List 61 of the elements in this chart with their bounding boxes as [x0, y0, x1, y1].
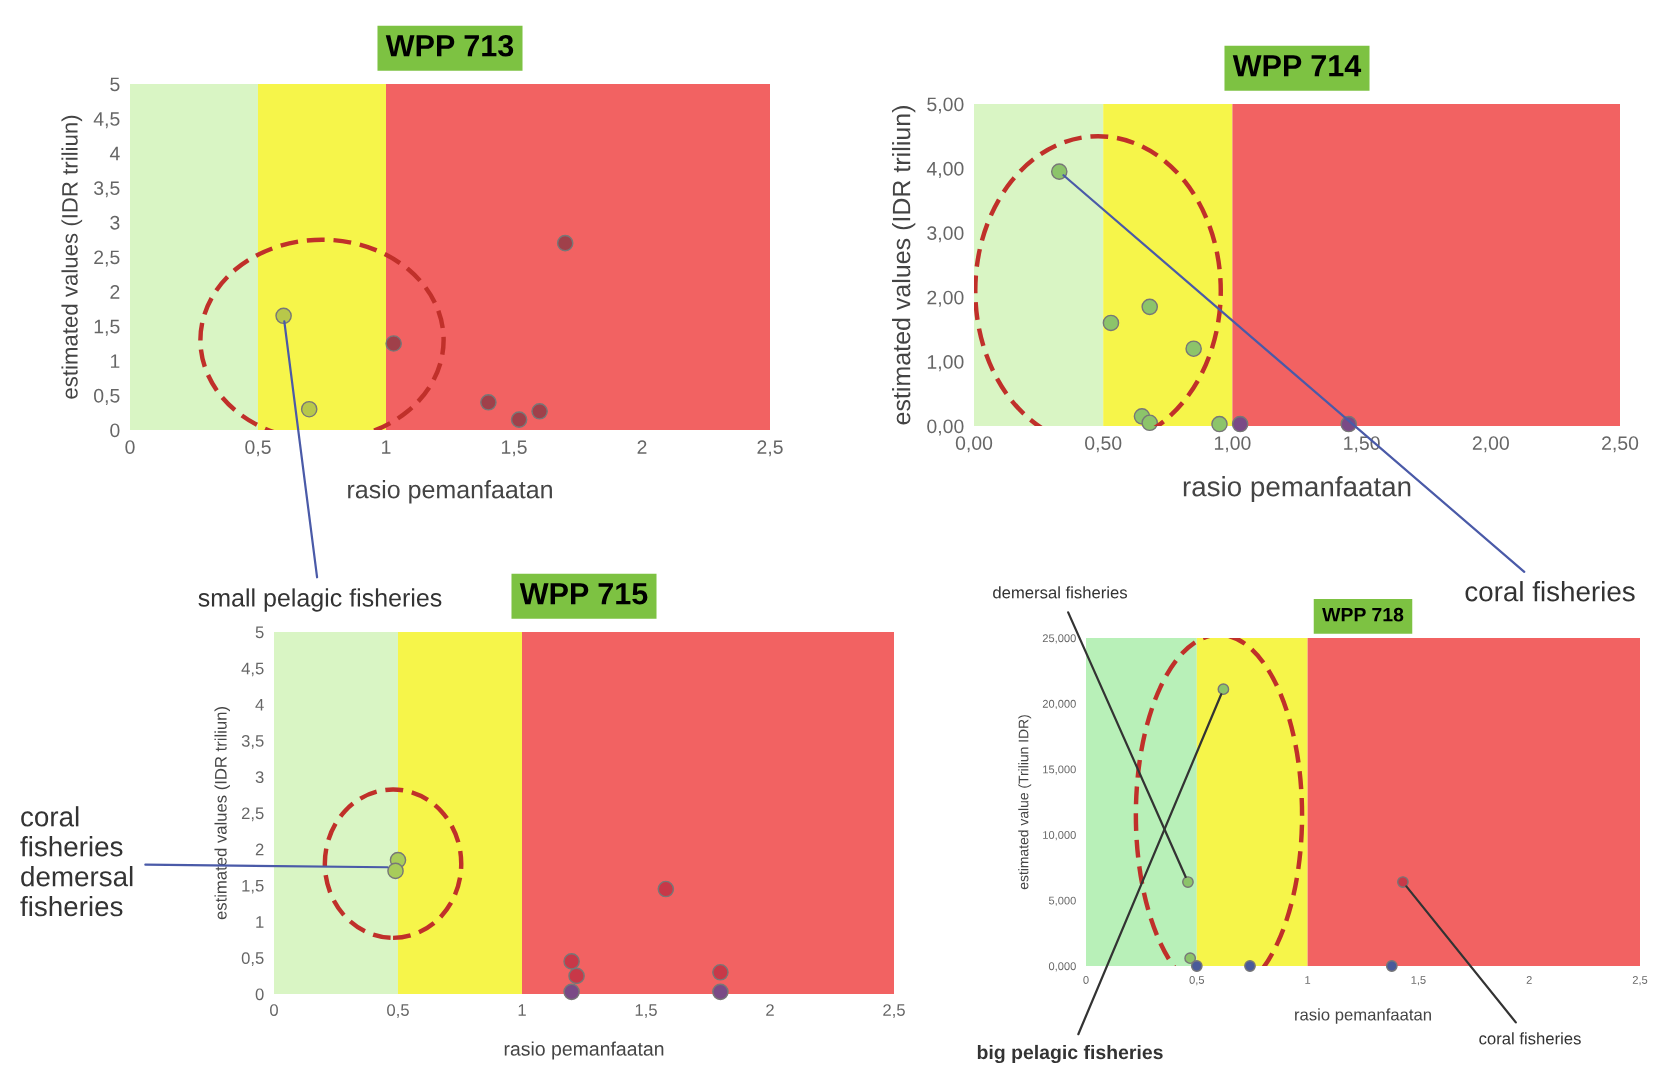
annotation: demersal fisheries	[993, 586, 1128, 599]
x-tick-label: 2,00	[1472, 436, 1509, 453]
x-tick-label: 2,5	[757, 440, 783, 457]
x-axis-title: rasio pemanfaatan	[504, 1041, 664, 1060]
y-tick-label: 5	[110, 77, 120, 92]
y-tick-label: 3,5	[93, 181, 120, 198]
x-tick-label: 1	[382, 440, 391, 454]
y-tick-label: 3,00	[927, 226, 964, 243]
y-tick-label: 0,00	[927, 419, 964, 436]
annotation: coral fisheries	[1479, 1032, 1581, 1045]
y-tick-label: 1	[256, 916, 264, 928]
y-tick-label: 2	[110, 285, 120, 299]
chart-title: WPP 713	[385, 34, 514, 57]
annotation: small pelagic fisheries	[198, 588, 442, 612]
y-tick-label: 2	[255, 843, 264, 856]
y-tick-label: 5	[255, 626, 264, 639]
y-tick-label: 4,5	[241, 662, 264, 677]
x-tick-label: 2	[766, 1004, 774, 1016]
y-tick-label: 4	[109, 146, 120, 161]
x-tick-label: 0,00	[955, 436, 993, 453]
y-tick-label: 1,5	[94, 319, 120, 336]
y-tick-label: 3	[110, 215, 120, 230]
chart-title: WPP 718	[1322, 607, 1404, 622]
y-tick-label: 0,5	[94, 388, 120, 405]
y-tick-label: 1	[110, 354, 120, 368]
y-tick-label: 0	[110, 423, 120, 438]
annotation: big pelagic fisheries	[977, 1044, 1163, 1064]
y-axis-title: estimated values (IDR triliun)	[214, 707, 230, 920]
y-tick-label: 2,00	[927, 290, 964, 307]
x-axis-title: rasio pemanfaatan	[1183, 476, 1411, 502]
y-tick-label: 2,5	[94, 250, 120, 267]
y-tick-label: 3,5	[241, 735, 264, 749]
y-tick-label: 2,5	[241, 807, 264, 822]
y-tick-label: 0	[255, 988, 264, 1001]
x-axis-title: rasio pemanfaatan	[1295, 1008, 1431, 1024]
chart-title: WPP 714	[1232, 55, 1362, 77]
x-tick-label: 2,5	[883, 1004, 905, 1018]
x-tick-label: 0	[270, 1004, 278, 1016]
x-tick-label: 0	[125, 440, 135, 454]
y-tick-label: 1,5	[242, 879, 264, 894]
y-tick-label: 4,5	[93, 112, 120, 129]
y-axis-title: estimated values (IDR triliun)	[892, 106, 916, 425]
x-tick-label: 1,5	[635, 1004, 657, 1018]
chart-title: WPP 715	[519, 583, 648, 605]
y-tick-label: 3	[255, 771, 264, 783]
y-tick-label: 5,00	[927, 97, 964, 114]
annotation: coral fisheries	[1465, 581, 1635, 602]
x-tick-label: 1,00	[1214, 436, 1251, 453]
x-axis-title: rasio pemanfaatan	[348, 480, 552, 504]
y-tick-label: 1,00	[927, 355, 964, 372]
x-tick-label: 1	[518, 1004, 526, 1016]
y-tick-label: 0,5	[241, 952, 264, 966]
x-tick-label: 2,50	[1602, 436, 1639, 453]
x-tick-label: 1,5	[501, 440, 527, 457]
y-tick-label: 4	[255, 698, 264, 711]
y-tick-label: 4,00	[926, 161, 964, 178]
y-axis-title: estimated values (IDR triliun)	[61, 115, 83, 399]
x-tick-label: 0,5	[387, 1004, 409, 1018]
x-tick-label: 0,50	[1085, 436, 1122, 453]
x-tick-label: 2	[637, 440, 647, 454]
annotation: coral fisheries demersal fisheries	[20, 806, 133, 917]
